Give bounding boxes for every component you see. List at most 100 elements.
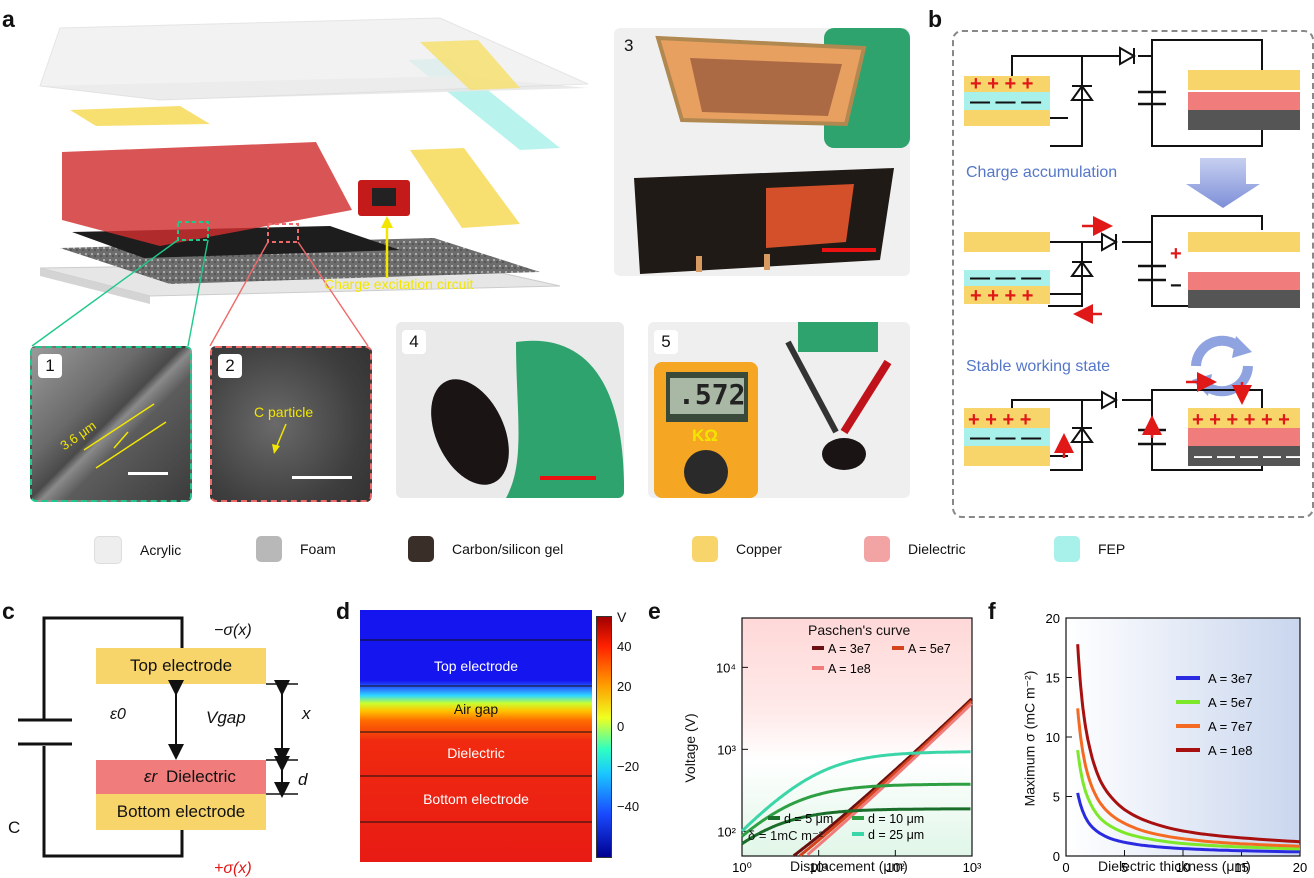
- legend-label: A = 3e7: [828, 642, 871, 656]
- panel-label-e: e: [648, 598, 661, 624]
- y-tick-label: 10: [1046, 730, 1060, 745]
- svg-text:+ + + +: + + + +: [968, 409, 1031, 431]
- top-electrode-label: Top electrode: [129, 656, 233, 675]
- y-tick-label: 20: [1046, 611, 1060, 626]
- x-tick-label: 5: [1121, 860, 1128, 875]
- legend-label: A = 5e7: [908, 642, 951, 656]
- dielectric-label: Dielectric: [166, 767, 236, 786]
- panel-label-d: d: [336, 598, 351, 624]
- legend-copper: Copper: [692, 536, 782, 562]
- colorbar: [596, 616, 612, 858]
- legend-label: d = 25 μm: [868, 828, 924, 842]
- circuit-state-stable: + + + + — — — + + + + + + — — — — —: [964, 372, 1304, 471]
- series-line: [1076, 792, 1301, 854]
- dielectric-film: [62, 142, 352, 246]
- legend-label: A = 5e7: [1208, 695, 1252, 710]
- chart-f-background: [1066, 618, 1300, 856]
- circuit-state-accumulation: — — — + + + + + −: [964, 215, 1300, 324]
- delta-annotation: δ = 1mC m⁻²: [748, 828, 824, 843]
- svg-text:— — —: — — —: [970, 267, 1041, 289]
- inset-number: 5: [654, 330, 678, 354]
- layer-bottom-electrode: Bottom electrode: [423, 791, 529, 807]
- legend-label: Copper: [736, 541, 782, 557]
- y-tick-label: 0: [1053, 849, 1060, 864]
- layer-top-electrode: Top electrode: [433, 658, 519, 674]
- multimeter-photo: 5 .572 KΩ: [648, 322, 910, 498]
- device-photo: 3: [614, 28, 910, 276]
- inset-number: 3: [624, 36, 634, 55]
- svg-text:+ + + +: + + + +: [970, 73, 1033, 95]
- chart-f-plot: 00 5 5 10 10 15 15 20 20 A = 3e7 A = 5e7 A = 7e7 A =…: [1046, 611, 1308, 875]
- legend-foam: Foam: [256, 536, 336, 562]
- legend-swatch: [256, 536, 282, 562]
- legend-swatch: [408, 536, 434, 562]
- legend-swatch: [864, 536, 890, 562]
- y-tick-label: 10²: [717, 824, 736, 839]
- eps0-label: ε0: [110, 706, 126, 723]
- legend-label: A = 7e7: [1208, 719, 1252, 734]
- series-line: [1076, 644, 1301, 844]
- chart-e-xlabel: Displacement (μm): [790, 858, 908, 874]
- chart-f-ylabel: Maximum σ (mC m⁻²): [1021, 670, 1038, 807]
- panel-label-b: b: [928, 6, 943, 32]
- svg-text:— — —: — — —: [970, 427, 1041, 449]
- chart-e-ylabel: Voltage (V): [682, 713, 698, 783]
- exploded-device-illustration: [31, 17, 589, 347]
- legend-label: FEP: [1098, 541, 1126, 557]
- paschen-title: Paschen's curve: [808, 622, 911, 638]
- series-line: [740, 750, 971, 833]
- legend-label: d = 5 μm: [784, 812, 833, 826]
- series-line: [806, 702, 973, 856]
- x-tick-label: 10: [1176, 860, 1190, 875]
- vgap-label: Vgap: [206, 708, 246, 727]
- colorbar-unit: V: [617, 609, 627, 625]
- potential-map-layer-lines: [360, 639, 592, 823]
- y-tick-label: 5: [1053, 790, 1060, 805]
- layer-air-gap: Air gap: [453, 701, 499, 717]
- x-label: x: [302, 704, 311, 723]
- legend-swatch: [692, 536, 718, 562]
- colorbar-tick: −20: [617, 759, 640, 774]
- legend-acrylic: Acrylic: [94, 536, 181, 564]
- plus-sigma-label: +σ(x): [214, 860, 252, 877]
- step-charge-accumulation: Charge accumulation: [966, 164, 1118, 181]
- svg-text:+ + + +: + + + +: [970, 285, 1033, 307]
- legend-carbon-gel: Carbon/silicon gel: [408, 536, 563, 562]
- legend-swatch: [94, 536, 122, 564]
- potential-map: [360, 610, 592, 862]
- step-stable-working-state: Stable working state: [966, 358, 1111, 375]
- colorbar-tick: 0: [617, 719, 625, 734]
- colorbar-tick: −40: [617, 799, 640, 814]
- panel-label-a: a: [2, 6, 15, 32]
- minus-sigma-label: −σ(x): [214, 622, 252, 639]
- inset-number: 4: [402, 330, 426, 354]
- inset-number: 1: [38, 354, 62, 378]
- charge-excitation-schematics: + + + + — — — — — — + + + + + −: [964, 39, 1304, 471]
- capacitor-label: C: [8, 818, 21, 837]
- legend-label: A = 1e8: [1208, 743, 1252, 758]
- legend-label: Dielectric: [908, 541, 966, 557]
- chart-e-plot: 10⁰ 10¹ 10² 10³ 10² 10³ 10⁴ A = 3e7 A = 5e7 A = 1…: [716, 617, 982, 875]
- legend-label: Carbon/silicon gel: [452, 541, 564, 557]
- particle-label: C particle: [254, 404, 314, 420]
- x-tick-label: 10⁰: [732, 860, 752, 875]
- svg-text:+ + + + + +: + + + + + +: [1192, 409, 1290, 431]
- meter-unit: KΩ: [692, 426, 718, 445]
- legend-label: d = 10 μm: [868, 812, 924, 826]
- legend-swatch: [1054, 536, 1080, 562]
- bottom-electrode-label: Bottom electrode: [116, 802, 246, 821]
- series-line: [741, 807, 971, 845]
- layer-dielectric: Dielectric: [447, 745, 505, 761]
- x-tick-label: 20: [1293, 860, 1307, 875]
- svg-text:−: −: [1170, 275, 1182, 297]
- legend-label: Foam: [300, 541, 336, 557]
- svg-text:+: +: [1170, 243, 1182, 265]
- circuit-panel-box: [952, 30, 1314, 518]
- sem-surface-image: 2 C particle: [210, 346, 372, 502]
- gel-ball-photo: 4: [396, 322, 624, 498]
- y-tick-label: 10³: [717, 742, 736, 757]
- series-line: [741, 782, 971, 838]
- svg-text:— — —: — — —: [970, 91, 1041, 113]
- legend-dielectric: Dielectric: [864, 536, 966, 562]
- d-label: d: [298, 770, 308, 789]
